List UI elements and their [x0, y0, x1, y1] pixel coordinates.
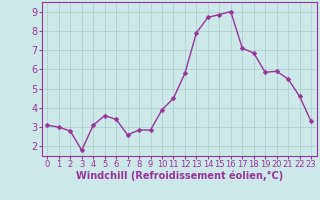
X-axis label: Windchill (Refroidissement éolien,°C): Windchill (Refroidissement éolien,°C)	[76, 171, 283, 181]
